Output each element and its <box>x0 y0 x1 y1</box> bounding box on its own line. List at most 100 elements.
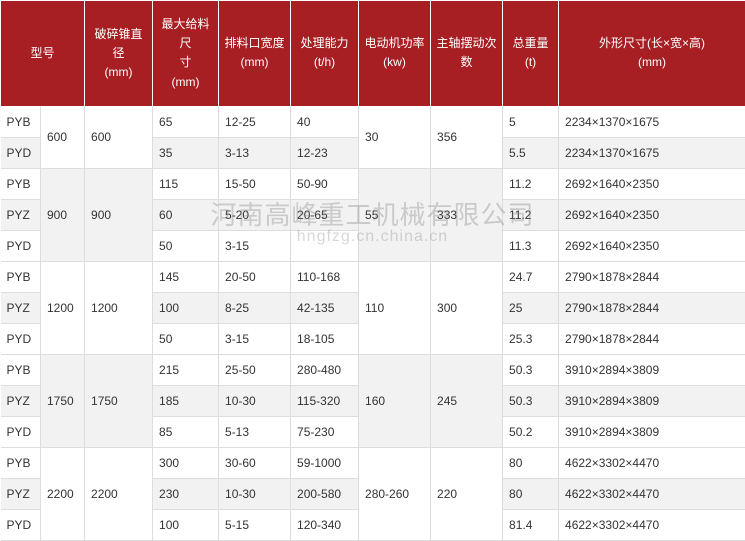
cell-power: 110 <box>359 261 431 354</box>
cell-discharge: 10-30 <box>219 478 291 509</box>
cell-discharge: 20-50 <box>219 261 291 292</box>
cell-size: 1200 <box>41 261 85 354</box>
cell-model: PYB <box>1 106 41 137</box>
cell-size: 2200 <box>41 447 85 540</box>
cell-feed: 50 <box>153 323 219 354</box>
table-row: PYB1200120014520-50110-16811030024.72790… <box>1 261 745 292</box>
cell-swing: 245 <box>431 354 503 447</box>
cell-weight: 5.5 <box>503 137 559 168</box>
cell-capacity: 42-135 <box>291 292 359 323</box>
cell-dia: 2200 <box>85 447 153 540</box>
cell-model: PYD <box>1 323 41 354</box>
table-row: PYB6006006512-25403035652234×1370×1675 <box>1 106 745 137</box>
cell-weight: 11.2 <box>503 168 559 199</box>
col-header: 型号 <box>1 1 85 107</box>
cell-discharge: 10-30 <box>219 385 291 416</box>
table-row: PYB2200220030030-6059-1000280-2602208046… <box>1 447 745 478</box>
cell-feed: 215 <box>153 354 219 385</box>
cell-feed: 230 <box>153 478 219 509</box>
cell-model: PYZ <box>1 292 41 323</box>
cell-dimensions: 2692×1640×2350 <box>559 230 745 261</box>
cell-dimensions: 2234×1370×1675 <box>559 137 745 168</box>
cell-capacity: 59-1000 <box>291 447 359 478</box>
cell-model: PYB <box>1 354 41 385</box>
cell-feed: 185 <box>153 385 219 416</box>
cell-discharge: 8-25 <box>219 292 291 323</box>
cell-weight: 50.3 <box>503 354 559 385</box>
cell-power: 30 <box>359 106 431 168</box>
cell-dimensions: 4622×3302×4470 <box>559 478 745 509</box>
cell-weight: 11.3 <box>503 230 559 261</box>
cell-dia: 1750 <box>85 354 153 447</box>
cell-feed: 50 <box>153 230 219 261</box>
cell-dimensions: 2790×1878×2844 <box>559 292 745 323</box>
cell-model: PYZ <box>1 478 41 509</box>
cell-size: 600 <box>41 106 85 168</box>
cell-discharge: 3-13 <box>219 137 291 168</box>
cell-feed: 60 <box>153 199 219 230</box>
cell-dia: 900 <box>85 168 153 261</box>
cell-swing: 356 <box>431 106 503 168</box>
cell-model: PYZ <box>1 199 41 230</box>
cell-discharge: 25-50 <box>219 354 291 385</box>
cell-power: 55 <box>359 168 431 261</box>
cell-feed: 85 <box>153 416 219 447</box>
cell-dimensions: 2692×1640×2350 <box>559 168 745 199</box>
spec-table: 型号破碎锥直径(mm)最大给料尺寸(mm)排料口宽度(mm)处理能力(t/h)电… <box>0 0 745 541</box>
cell-discharge: 5-20 <box>219 199 291 230</box>
cell-dimensions: 2234×1370×1675 <box>559 106 745 137</box>
cell-capacity: 20-65 <box>291 199 359 230</box>
cell-dimensions: 4622×3302×4470 <box>559 447 745 478</box>
table-body: PYB6006006512-25403035652234×1370×1675PY… <box>1 106 745 540</box>
cell-dia: 600 <box>85 106 153 168</box>
cell-power: 160 <box>359 354 431 447</box>
cell-weight: 25.3 <box>503 323 559 354</box>
table-row: PYB1750175021525-50280-48016024550.33910… <box>1 354 745 385</box>
col-header: 最大给料尺寸(mm) <box>153 1 219 107</box>
cell-size: 900 <box>41 168 85 261</box>
cell-feed: 100 <box>153 292 219 323</box>
cell-model: PYZ <box>1 385 41 416</box>
table-row: PYB90090011515-5050-905533311.22692×1640… <box>1 168 745 199</box>
cell-capacity: 12-23 <box>291 137 359 168</box>
cell-feed: 100 <box>153 509 219 540</box>
cell-capacity: 75-230 <box>291 416 359 447</box>
cell-discharge: 5-13 <box>219 416 291 447</box>
cell-capacity: 115-320 <box>291 385 359 416</box>
cell-dimensions: 2790×1878×2844 <box>559 323 745 354</box>
cell-model: PYB <box>1 168 41 199</box>
cell-discharge: 12-25 <box>219 106 291 137</box>
cell-model: PYD <box>1 137 41 168</box>
cell-model: PYD <box>1 230 41 261</box>
cell-weight: 5 <box>503 106 559 137</box>
cell-swing: 333 <box>431 168 503 261</box>
col-header: 排料口宽度(mm) <box>219 1 291 107</box>
col-header: 处理能力(t/h) <box>291 1 359 107</box>
cell-weight: 11.2 <box>503 199 559 230</box>
cell-weight: 25 <box>503 292 559 323</box>
cell-capacity: 200-580 <box>291 478 359 509</box>
cell-discharge: 5-15 <box>219 509 291 540</box>
cell-capacity: 40 <box>291 106 359 137</box>
cell-feed: 300 <box>153 447 219 478</box>
col-header: 总重量(t) <box>503 1 559 107</box>
cell-weight: 24.7 <box>503 261 559 292</box>
cell-feed: 115 <box>153 168 219 199</box>
table-header-row: 型号破碎锥直径(mm)最大给料尺寸(mm)排料口宽度(mm)处理能力(t/h)电… <box>1 1 745 107</box>
cell-weight: 80 <box>503 478 559 509</box>
cell-weight: 81.4 <box>503 509 559 540</box>
cell-feed: 145 <box>153 261 219 292</box>
cell-feed: 35 <box>153 137 219 168</box>
col-header: 外形尺寸(长×宽×高)(mm) <box>559 1 745 107</box>
cell-model: PYB <box>1 261 41 292</box>
cell-capacity <box>291 230 359 261</box>
col-header: 破碎锥直径(mm) <box>85 1 153 107</box>
cell-weight: 80 <box>503 447 559 478</box>
cell-discharge: 3-15 <box>219 323 291 354</box>
cell-dimensions: 2790×1878×2844 <box>559 261 745 292</box>
cell-capacity: 280-480 <box>291 354 359 385</box>
cell-dimensions: 3910×2894×3809 <box>559 354 745 385</box>
cell-model: PYB <box>1 447 41 478</box>
cell-swing: 220 <box>431 447 503 540</box>
cell-model: PYD <box>1 416 41 447</box>
